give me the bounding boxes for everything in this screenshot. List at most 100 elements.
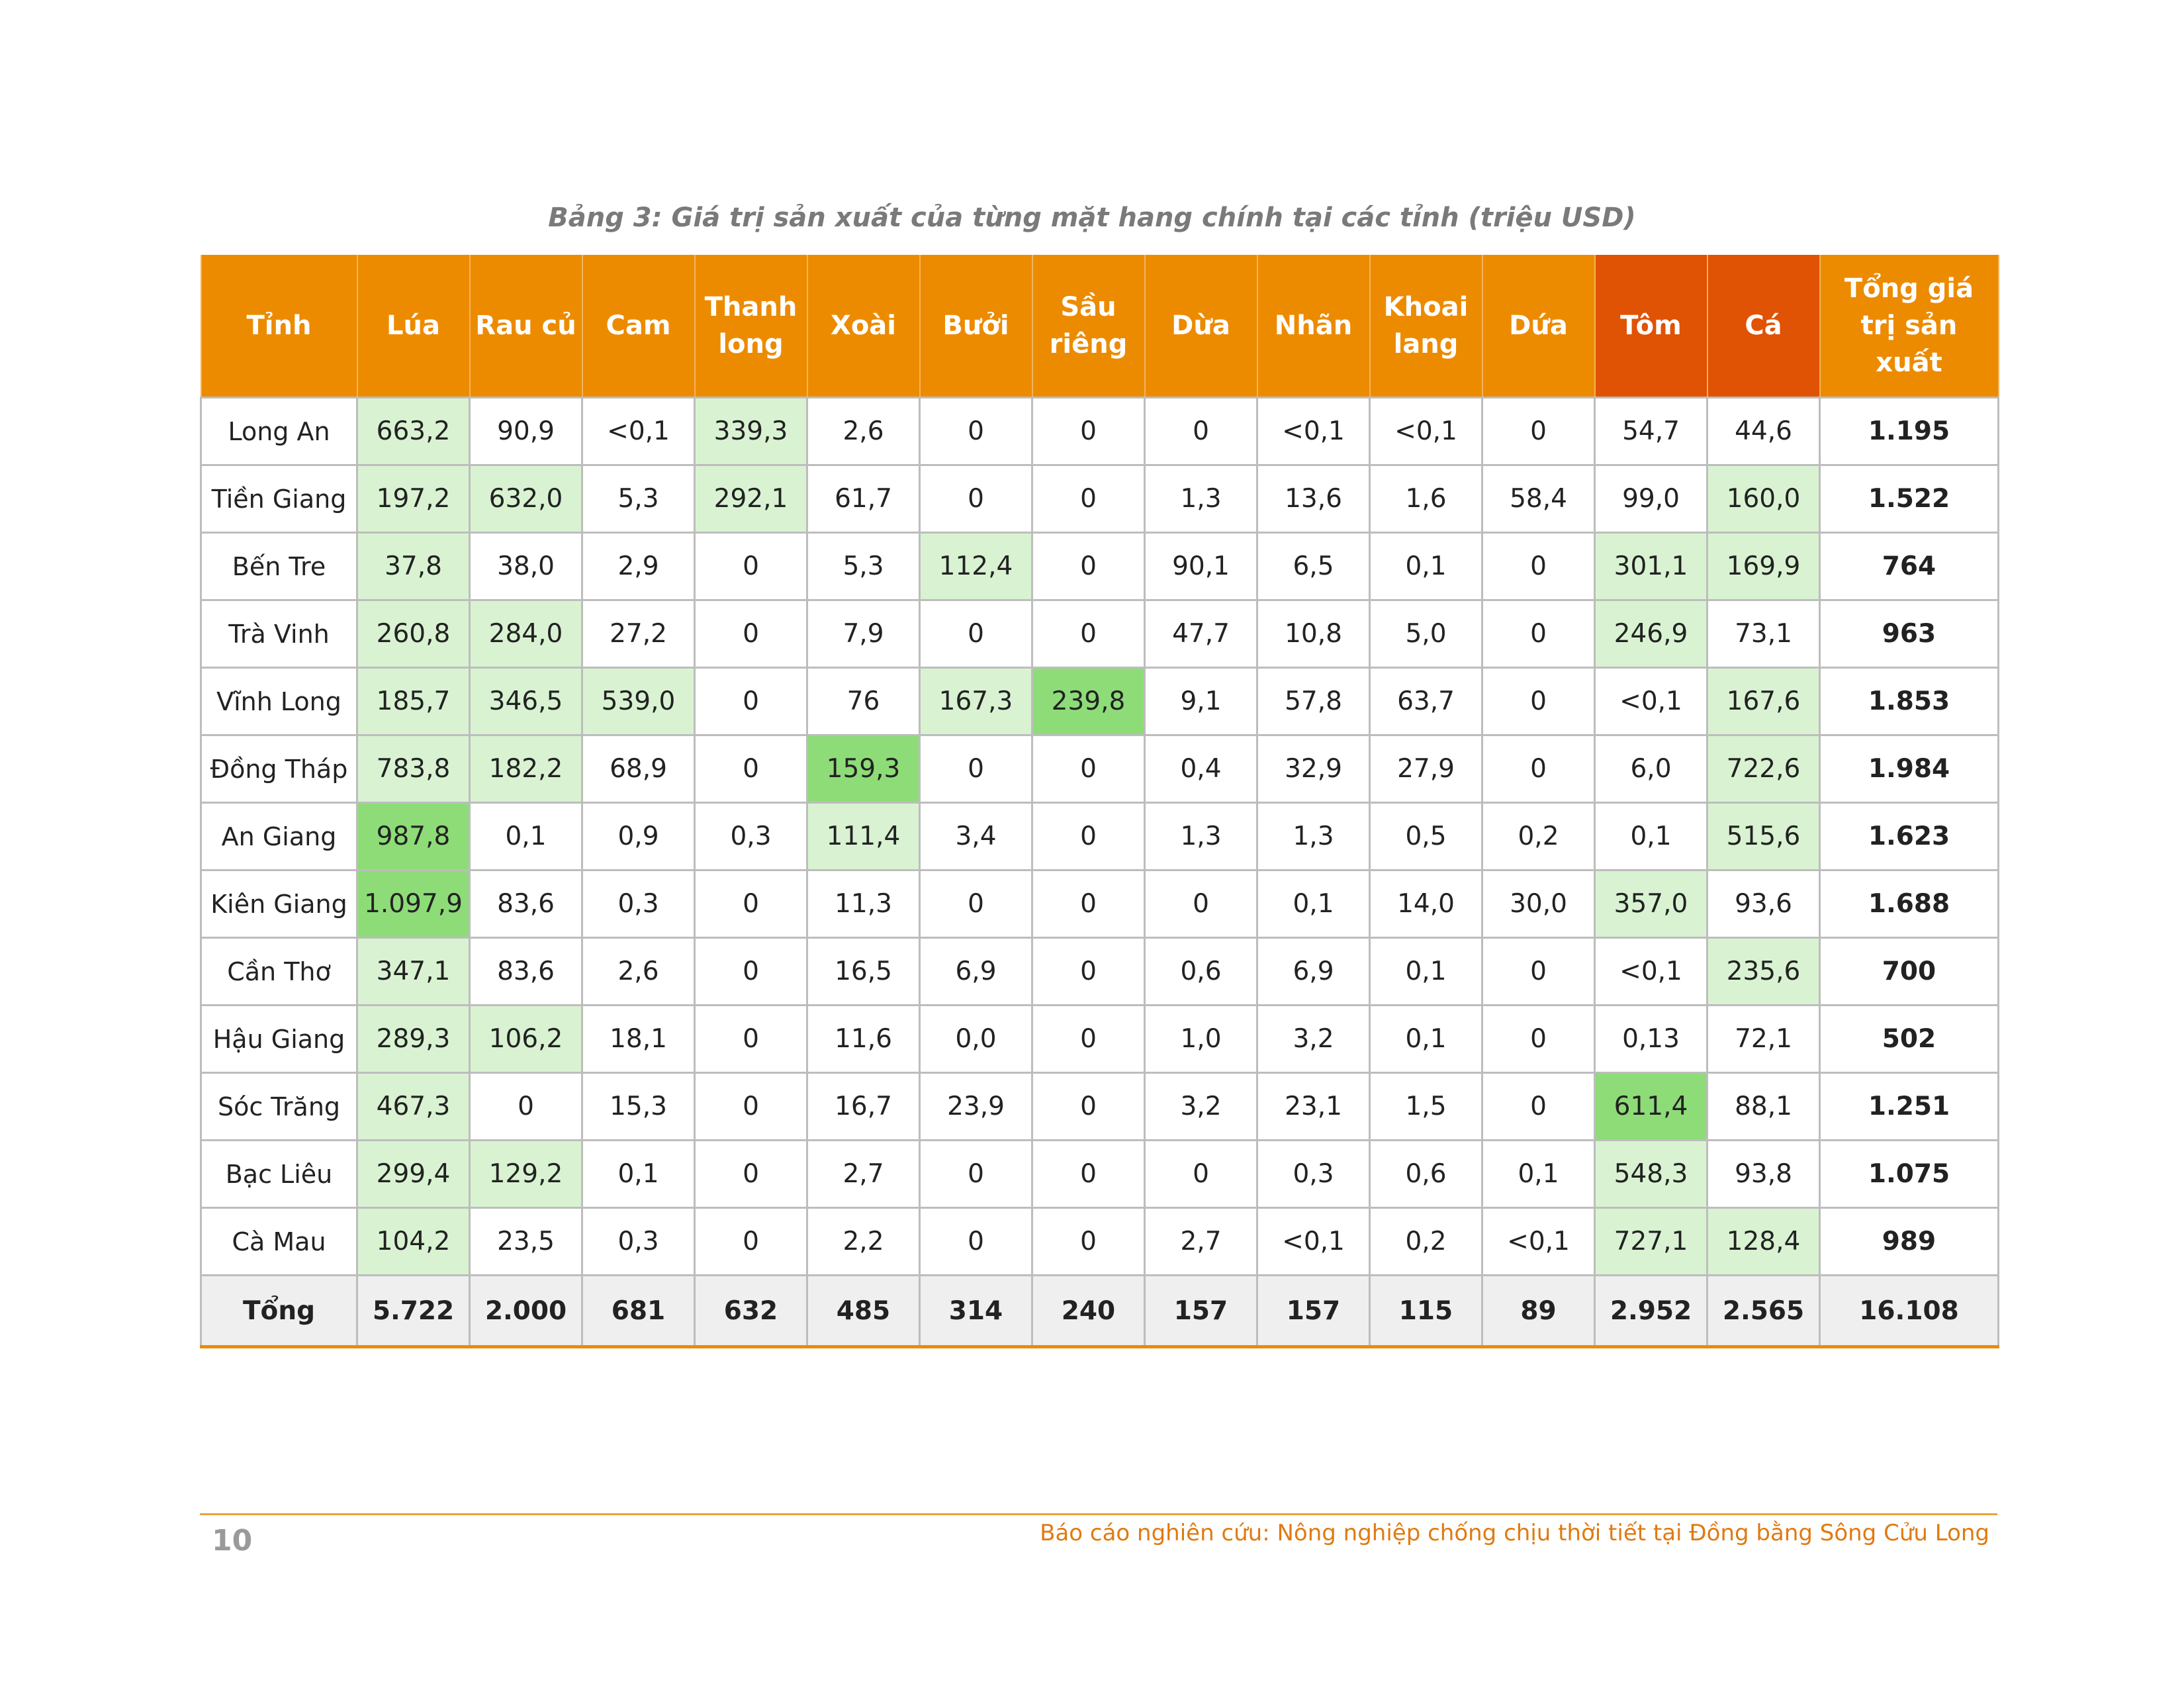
value-cell: 169,9 <box>1706 532 1821 601</box>
value-cell: 3,2 <box>1144 1072 1258 1141</box>
province-cell: Sóc Trăng <box>200 1072 358 1141</box>
value-cell: 90,9 <box>469 397 583 466</box>
value-cell: 6,9 <box>1256 937 1371 1006</box>
value-cell: 0 <box>1481 1072 1596 1141</box>
value-cell: 0,2 <box>1481 802 1596 871</box>
value-cell: 0 <box>919 1207 1033 1276</box>
value-cell: 0 <box>694 869 808 939</box>
column-total-cell: 2.565 <box>1706 1274 1821 1348</box>
value-cell: 611,4 <box>1594 1072 1708 1141</box>
value-cell: 3,2 <box>1256 1004 1371 1074</box>
value-cell: 0 <box>1031 1207 1146 1276</box>
header-pomelo: Bưởi <box>919 255 1033 399</box>
value-cell: 0 <box>1031 464 1146 534</box>
row-total-cell: 1.195 <box>1819 397 1999 466</box>
value-cell: 0 <box>694 1207 808 1276</box>
value-cell: 1,6 <box>1369 464 1483 534</box>
header-coconut: Dừa <box>1144 255 1258 399</box>
column-total-cell: 157 <box>1144 1274 1258 1348</box>
header-pineapple: Dứa <box>1481 255 1596 399</box>
row-total-cell: 1.623 <box>1819 802 1999 871</box>
province-cell: Kiên Giang <box>200 869 358 939</box>
column-total-cell: 115 <box>1369 1274 1483 1348</box>
value-cell: 299,4 <box>356 1139 471 1209</box>
column-total-cell: 485 <box>806 1274 921 1348</box>
row-total-cell: 1.984 <box>1819 734 1999 804</box>
value-cell: 515,6 <box>1706 802 1821 871</box>
value-cell: 3,4 <box>919 802 1033 871</box>
value-cell: 301,1 <box>1594 532 1708 601</box>
value-cell: 11,3 <box>806 869 921 939</box>
value-cell: 632,0 <box>469 464 583 534</box>
value-cell: 72,1 <box>1706 1004 1821 1074</box>
value-cell: 197,2 <box>356 464 471 534</box>
value-cell: 0 <box>919 1139 1033 1209</box>
value-cell: <0,1 <box>1369 397 1483 466</box>
value-cell: 128,4 <box>1706 1207 1821 1276</box>
province-cell: Cà Mau <box>200 1207 358 1276</box>
value-cell: 1,3 <box>1144 464 1258 534</box>
value-cell: 0 <box>1481 599 1596 669</box>
value-cell: 0 <box>919 464 1033 534</box>
header-orange: Cam <box>581 255 696 399</box>
header-longan: Nhãn <box>1256 255 1371 399</box>
table-body: Long An 663,2 90,9 <0,1 339,3 2,6 0 0 0 <0,1 <0,1 0… <box>200 397 1999 1276</box>
province-cell: Bến Tre <box>200 532 358 601</box>
value-cell: 0 <box>1031 1139 1146 1209</box>
value-cell: 16,5 <box>806 937 921 1006</box>
value-cell: 0 <box>1481 734 1596 804</box>
value-cell: 104,2 <box>356 1207 471 1276</box>
column-total-cell: 681 <box>581 1274 696 1348</box>
value-cell: 73,1 <box>1706 599 1821 669</box>
value-cell: 5,0 <box>1369 599 1483 669</box>
value-cell: 54,7 <box>1594 397 1708 466</box>
value-cell: 0,13 <box>1594 1004 1708 1074</box>
value-cell: 0,1 <box>581 1139 696 1209</box>
value-cell: 0 <box>694 532 808 601</box>
value-cell: 93,6 <box>1706 869 1821 939</box>
value-cell: 0,5 <box>1369 802 1483 871</box>
value-cell: 61,7 <box>806 464 921 534</box>
value-cell: 0,3 <box>581 869 696 939</box>
value-cell: 0 <box>694 667 808 736</box>
total-row: Tổng 5.722 2.000 681 632 485 314 240 157 157 115 89… <box>200 1274 1999 1348</box>
value-cell: 111,4 <box>806 802 921 871</box>
column-total-cell: 16.108 <box>1819 1274 1999 1348</box>
value-cell: 9,1 <box>1144 667 1258 736</box>
report-title: Báo cáo nghiên cứu: Nông nghiệp chống ch… <box>1040 1520 1989 1546</box>
row-total-cell: 963 <box>1819 599 1999 669</box>
row-total-cell: 1.522 <box>1819 464 1999 534</box>
value-cell: 346,5 <box>469 667 583 736</box>
value-cell: 5,3 <box>806 532 921 601</box>
column-total-cell: 632 <box>694 1274 808 1348</box>
page-number: 10 <box>212 1524 253 1558</box>
province-cell: An Giang <box>200 802 358 871</box>
value-cell: 0 <box>1481 532 1596 601</box>
value-cell: 0,1 <box>1256 869 1371 939</box>
column-total-cell: 157 <box>1256 1274 1371 1348</box>
value-cell: 2,7 <box>806 1139 921 1209</box>
value-cell: 7,9 <box>806 599 921 669</box>
column-total-cell: 240 <box>1031 1274 1146 1348</box>
value-cell: 0,0 <box>919 1004 1033 1074</box>
value-cell: <0,1 <box>1256 397 1371 466</box>
header-vegetables: Rau củ <box>469 255 583 399</box>
value-cell: 339,3 <box>694 397 808 466</box>
value-cell: 0 <box>1031 802 1146 871</box>
header-fish: Cá <box>1706 255 1821 399</box>
value-cell: 68,9 <box>581 734 696 804</box>
value-cell: 289,3 <box>356 1004 471 1074</box>
value-cell: 0,1 <box>1369 1004 1483 1074</box>
value-cell: 23,5 <box>469 1207 583 1276</box>
table-row: Kiên Giang 1.097,9 83,6 0,3 0 11,3 0 0 0 0,1 14,0 3… <box>200 869 1999 939</box>
table-row: Trà Vinh 260,8 284,0 27,2 0 7,9 0 0 47,7 10,8 5,0 0… <box>200 599 1999 669</box>
row-total-cell: 502 <box>1819 1004 1999 1074</box>
province-cell: Vĩnh Long <box>200 667 358 736</box>
value-cell: 0 <box>1031 397 1146 466</box>
province-cell: Đồng Tháp <box>200 734 358 804</box>
value-cell: 23,9 <box>919 1072 1033 1141</box>
value-cell: 783,8 <box>356 734 471 804</box>
value-cell: 0 <box>1481 397 1596 466</box>
value-cell: 167,6 <box>1706 667 1821 736</box>
value-cell: 1,3 <box>1144 802 1258 871</box>
